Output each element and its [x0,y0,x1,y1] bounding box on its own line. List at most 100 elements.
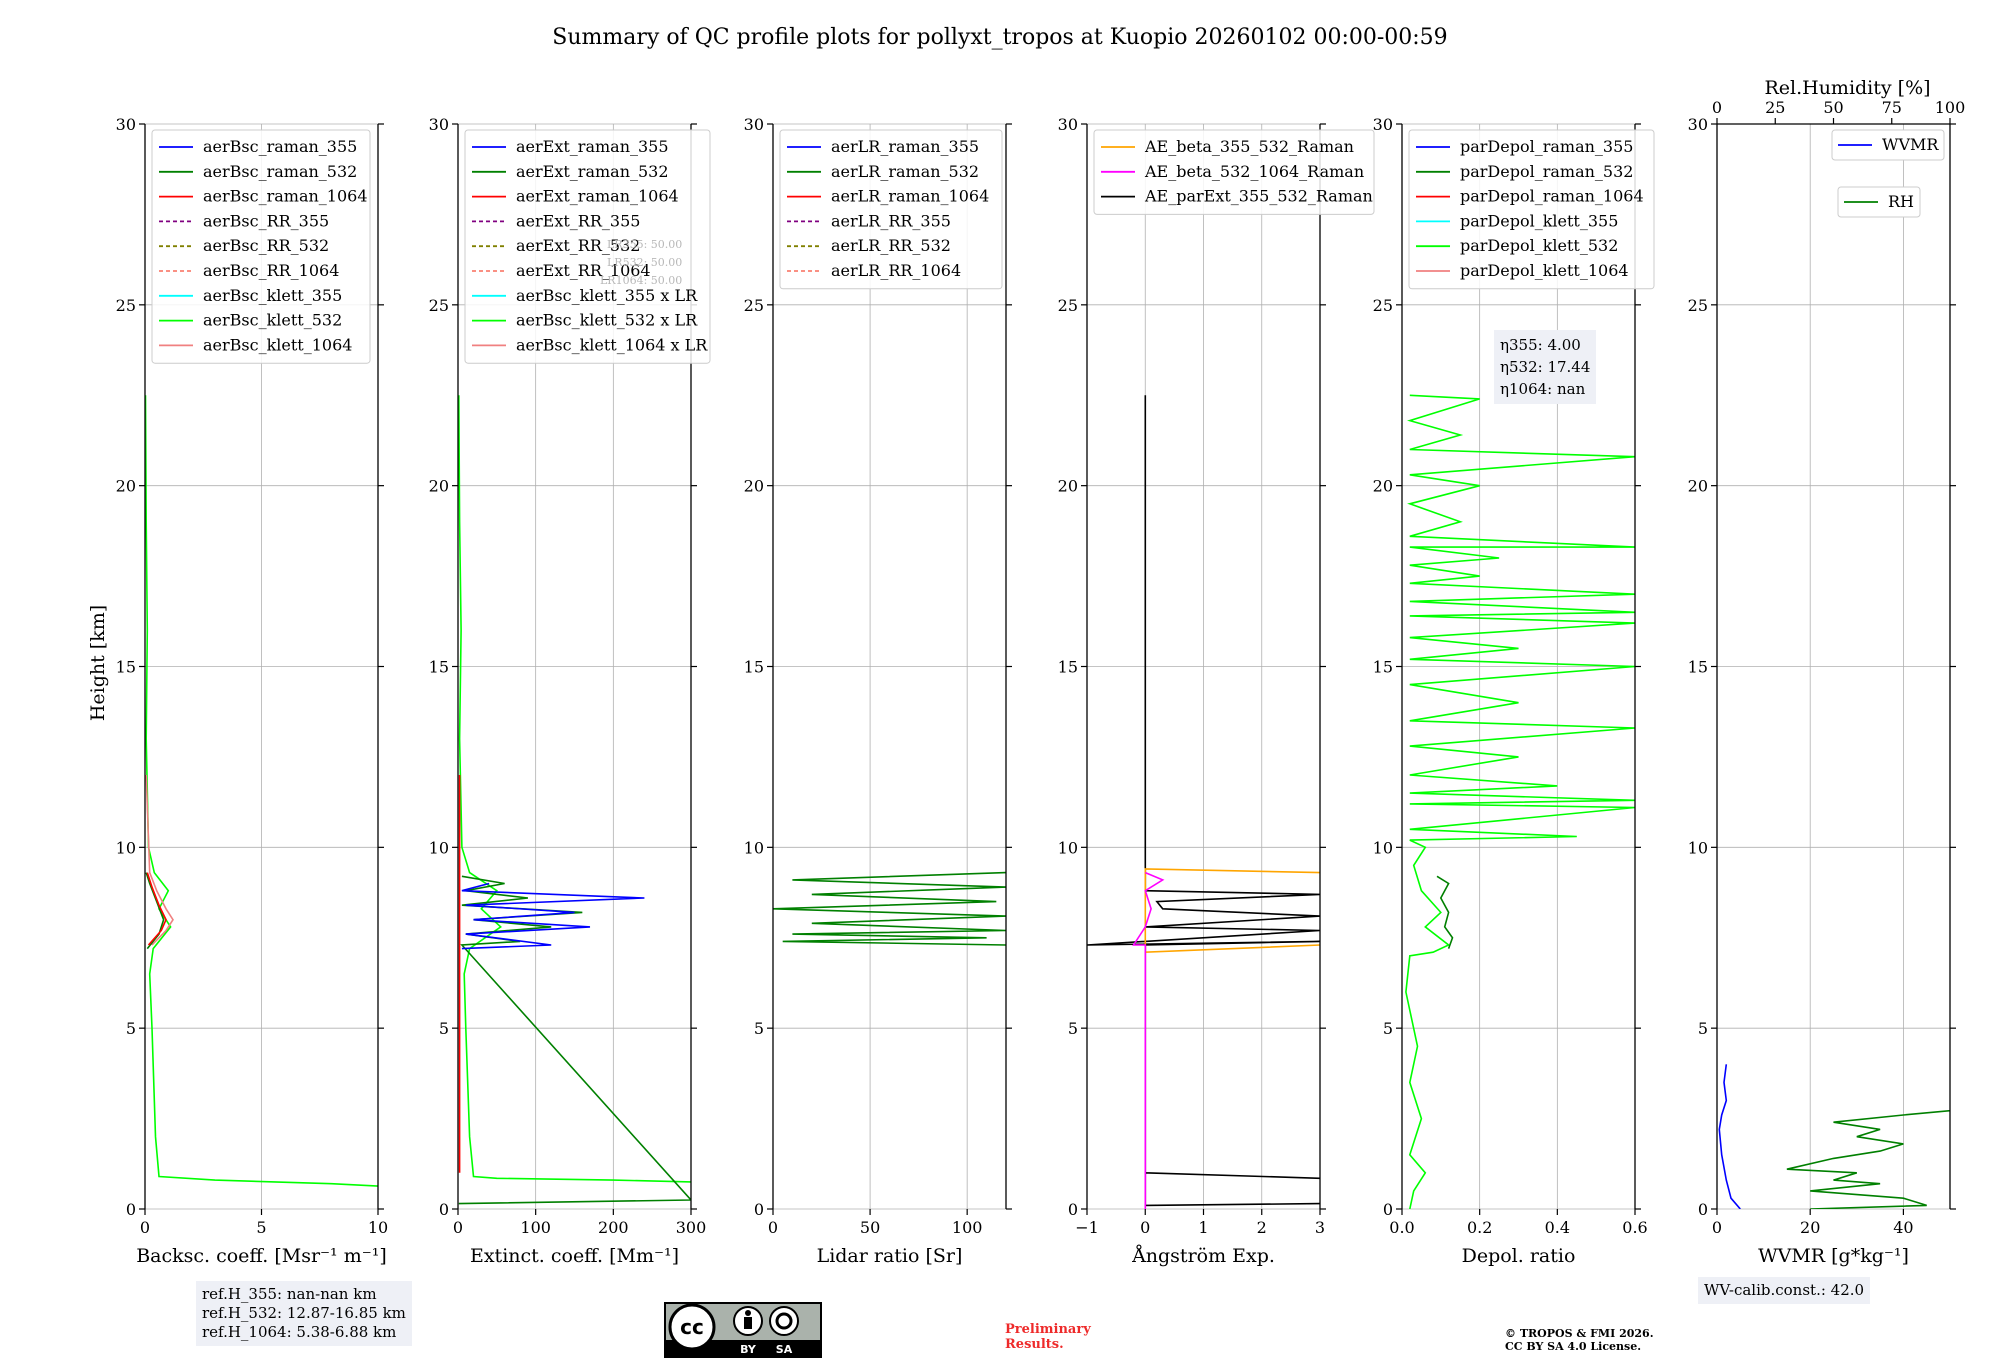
y-tick-label: 15 [429,658,449,677]
copyright-line-1: © TROPOS & FMI 2026. [1505,1327,1654,1340]
legend-label-aerBsc_raman_355: aerBsc_raman_355 [203,137,357,156]
y-tick-label: 30 [1688,115,1708,134]
y-tick-label: 15 [116,658,136,677]
x-tick-label: 2 [1257,1218,1267,1237]
y-tick-label: 20 [744,477,764,496]
legend-label-parDepol_raman_355: parDepol_raman_355 [1460,137,1633,156]
preliminary-line-2: Results. [1005,1337,1064,1352]
legend-label-aerLR_raman_532: aerLR_raman_532 [831,162,979,181]
x-tick-label: 0 [453,1218,463,1237]
legend-label-AE_beta_355_532_Raman: AE_beta_355_532_Raman [1144,137,1354,156]
series-AE_parExt_355_532_Raman [1087,395,1320,1207]
y-tick-label: 25 [429,296,449,315]
y-tick-label: 15 [744,658,764,677]
legend-label-aerLR_raman_1064: aerLR_raman_1064 [831,187,989,206]
legend-label-aerLR_RR_1064: aerLR_RR_1064 [831,261,961,280]
series-aerBsc_klett_532 [145,395,378,1187]
y-tick-label: 15 [1058,658,1078,677]
series-AE_beta_355_532_Raman [1144,868,1320,954]
y-tick-label: 30 [744,115,764,134]
y-tick-label: 5 [126,1019,136,1038]
legend-label-aerBsc_RR_532: aerBsc_RR_532 [203,236,329,255]
y-tick-label: 10 [429,838,449,857]
series-aerLR_raman_532 [773,871,1006,946]
y-tick-label: 0 [1698,1200,1708,1219]
y-tick-label: 25 [744,296,764,315]
y-tick-label: 20 [1688,477,1708,496]
x-tick-label: 0 [140,1218,150,1237]
lr-note-532: LR532: 50.00 [607,256,683,269]
x-tick-label: 0.0 [1389,1218,1414,1237]
legend-label-aerBsc_klett_532: aerBsc_klett_532 [203,311,342,330]
top-tick-label: 50 [1823,98,1843,117]
legend-label-aerBsc_klett_355 x LR: aerBsc_klett_355 x LR [516,286,698,305]
x-tick-label: 100 [952,1218,983,1237]
legend-label-aerExt_RR_1064: aerExt_RR_1064 [516,261,651,280]
x-tick-label: 0 [768,1218,778,1237]
legend-label-aerBsc_raman_1064: aerBsc_raman_1064 [203,187,368,206]
sa-icon-arc [775,1312,793,1330]
x-axis-label: Depol. ratio [1462,1245,1576,1267]
top-axis-label: Rel.Humidity [%] [1764,77,1930,99]
legend: parDepol_raman_355 parDepol_raman_532 parD… [1408,129,1655,290]
legend-label-aerExt_RR_532: aerExt_RR_532 [516,236,640,255]
legend-label-parDepol_raman_1064: parDepol_raman_1064 [1460,187,1644,206]
top-tick-label: 100 [1935,98,1966,117]
wv-calibration-box: WV-calib.const.: 42.0 [1698,1277,1871,1304]
legend-label-aerBsc_klett_532 x LR: aerBsc_klett_532 x LR [516,311,698,330]
x-tick-label: 0 [1140,1218,1150,1237]
y-tick-label: 10 [1058,838,1078,857]
series-AE_beta_532_1064_Raman [1132,871,1165,1209]
cc-by-sa-badge: cc BY SA [664,1302,822,1358]
x-tick-label: 0 [1712,1218,1722,1237]
y-axis-label: Height [km] [87,605,109,721]
top-tick-label: 75 [1882,98,1902,117]
legend-label-parDepol_klett_1064: parDepol_klett_1064 [1460,261,1629,280]
x-tick-label: 0.4 [1545,1218,1570,1237]
x-tick-label: 5 [256,1218,266,1237]
y-tick-label: 30 [1058,115,1078,134]
copyright-line-2: CC BY SA 4.0 License. [1505,1340,1642,1353]
legend: WVMR [1831,129,1945,161]
y-tick-label: 5 [754,1019,764,1038]
y-tick-label: 25 [1373,296,1393,315]
y-tick-label: 0 [754,1200,764,1219]
y-tick-label: 0 [439,1200,449,1219]
y-tick-label: 25 [1058,296,1078,315]
by-icon-body [744,1317,752,1329]
x-tick-label: 200 [598,1218,629,1237]
legend-box [1837,186,1921,218]
wv-calibration-constant: WV-calib.const.: 42.0 [1704,1281,1865,1299]
y-tick-label: 25 [1688,296,1708,315]
series-aerBsc_raman_1064 [146,872,167,946]
x-tick-label: 0.6 [1622,1218,1647,1237]
x-axis-label: Ångström Exp. [1131,1245,1275,1267]
y-tick-label: 15 [1688,658,1708,677]
panel-lr: 0 5 10 15 20 25 30 0 50 100 Lidar ratio [Sr] aerLR_… [744,115,1012,1267]
y-tick-label: 0 [1068,1200,1078,1219]
x-tick-label: 300 [676,1218,707,1237]
sa-icon [769,1306,799,1336]
ref-height-532: ref.H_532: 12.87-16.85 km [202,1304,406,1322]
y-tick-label: 5 [1698,1019,1708,1038]
legend-box [464,129,711,364]
legend-label-aerBsc_raman_532: aerBsc_raman_532 [203,162,357,181]
panel-depol: 0 5 10 15 20 25 30 0.0 0.2 0.4 0.6 Depol. ratio parD… [1373,115,1655,1267]
top-tick-label: 0 [1712,98,1722,117]
series-parDepol_klett_532 [1405,394,1635,1209]
reference-heights-box: ref.H_355: nan-nan km ref.H_532: 12.87-1… [196,1281,412,1346]
preliminary-results-note: Preliminary Results. [1005,1322,1091,1352]
legend-label-parDepol_klett_532: parDepol_klett_532 [1460,236,1618,255]
y-tick-label: 5 [439,1019,449,1038]
sa-text: SA [776,1343,793,1356]
legend-label-WVMR: WVMR [1882,135,1939,154]
legend-label-RH: RH [1888,192,1914,211]
ref-height-355: ref.H_355: nan-nan km [202,1285,377,1303]
legend-box [1093,129,1375,215]
top-tick-label: 25 [1765,98,1785,117]
x-tick-label: 40 [1893,1218,1913,1237]
